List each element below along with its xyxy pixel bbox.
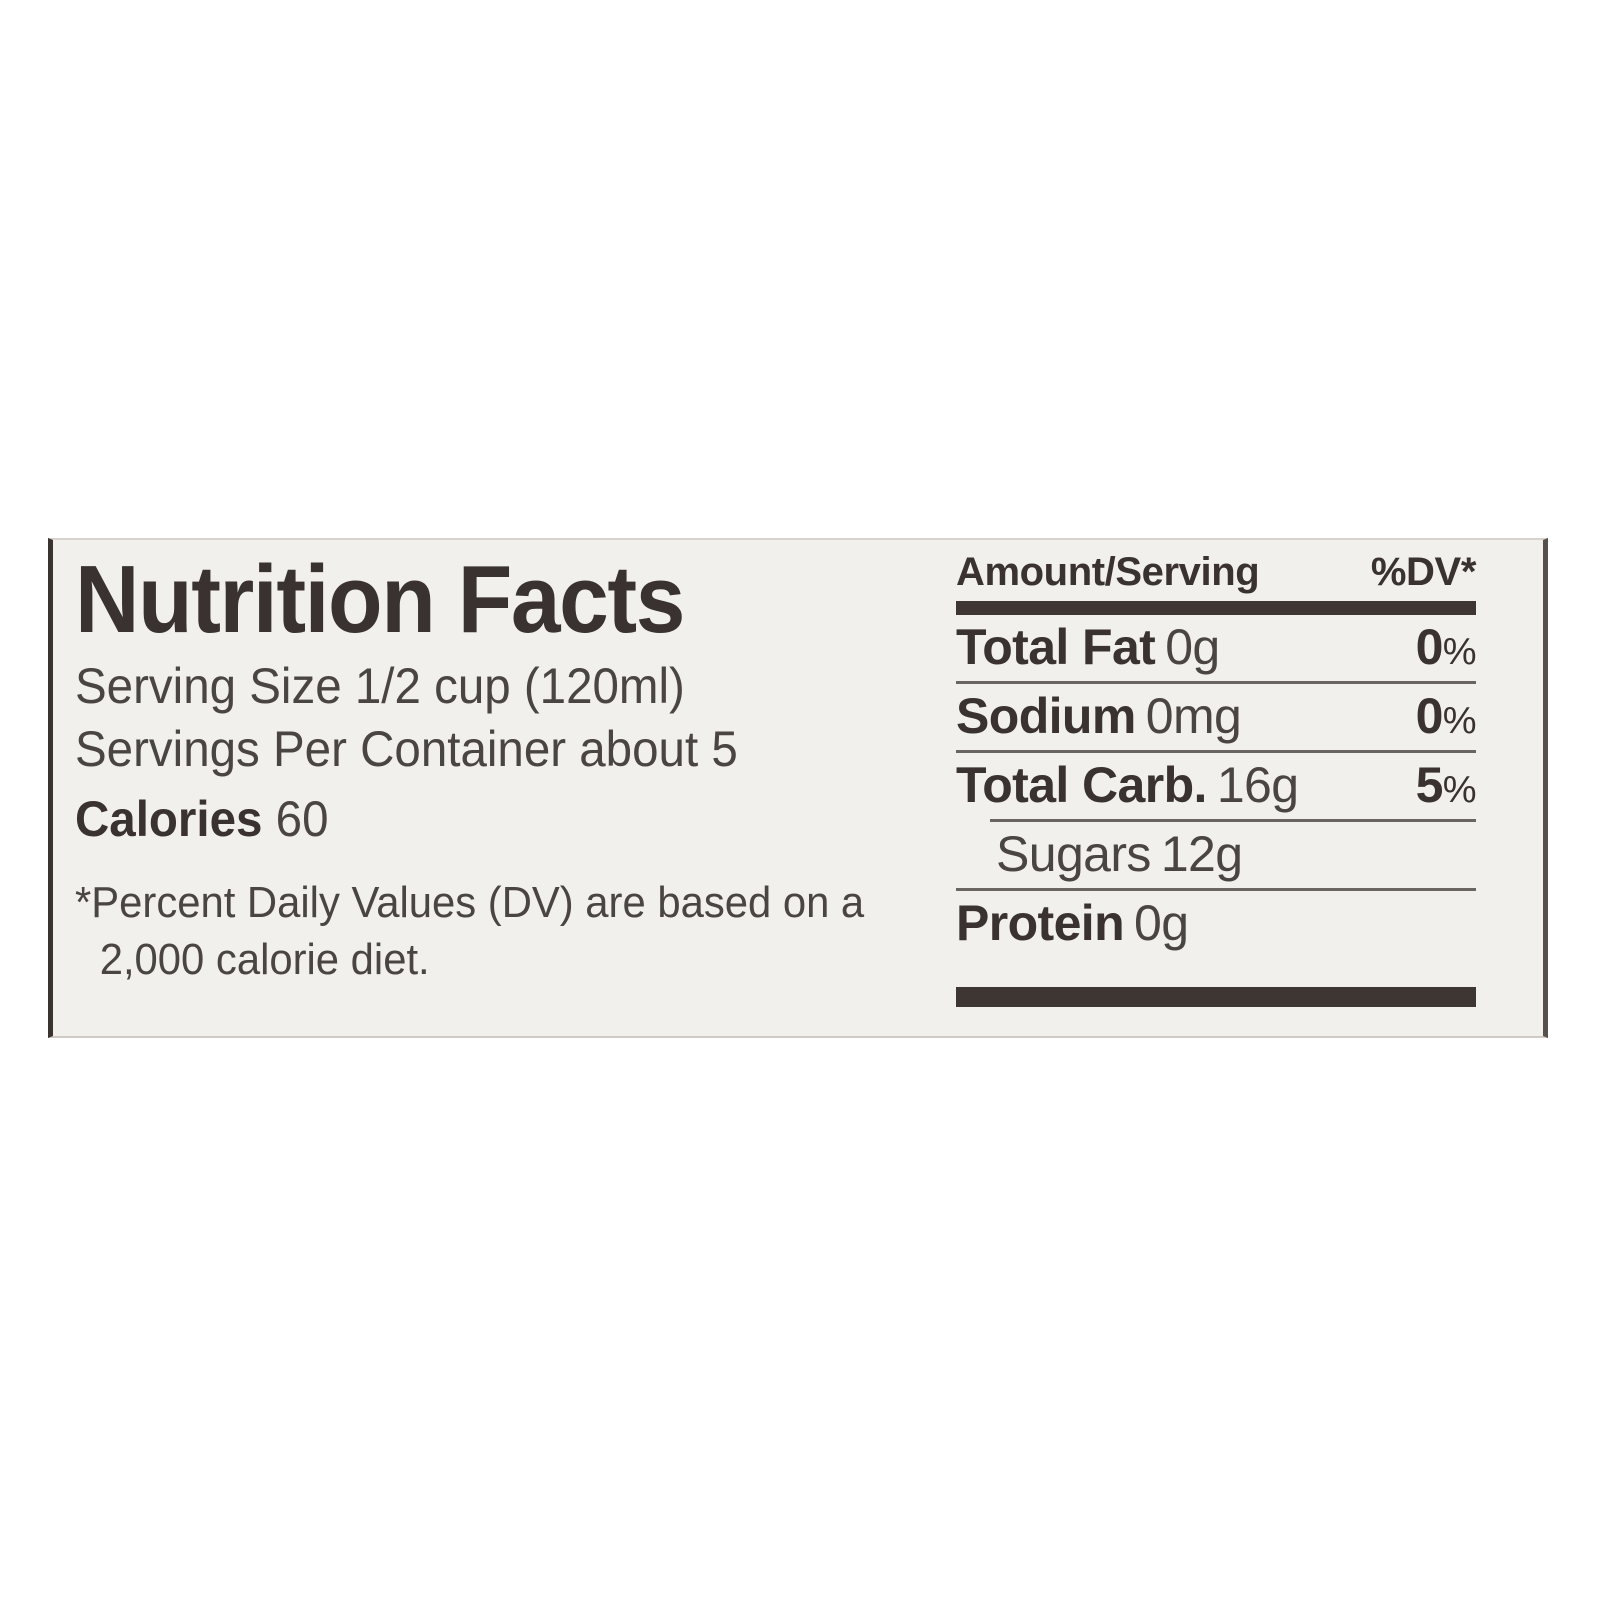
nutrient-dv: 0% [1415,619,1477,675]
nutrition-facts-panel: Nutrition Facts Serving Size 1/2 cup (12… [48,538,1548,1038]
servings-per-container-text: Servings Per Container about 5 [75,721,738,778]
nutrient-table-header: Amount/Serving %DV* [956,550,1476,599]
nutrient-name: Sodium [956,688,1136,744]
nutrient-amount: 0mg [1145,688,1242,744]
footnote-line-1: *Percent Daily Values (DV) are based on … [75,878,865,928]
nutrient-amount: 0g [1165,619,1220,675]
nutrient-amount: 16g [1216,757,1299,813]
nutrient-amount: 0g [1134,895,1189,951]
percent-dv-header: %DV* [1370,550,1477,594]
nutrition-right-column: Amount/Serving %DV* Total Fat 0g 0% Sodi… [938,540,1498,1036]
nutrition-left-column: Nutrition Facts Serving Size 1/2 cup (12… [53,540,938,1036]
table-row: Total Carb. 16g 5% [956,753,1477,819]
row-divider [956,681,1476,684]
nutrient-dv: 5% [1415,757,1477,813]
table-row: Protein 0g [956,891,1476,957]
table-row: Sodium 0mg 0% [956,684,1477,750]
footer-thick-divider [956,987,1476,1007]
row-divider [956,750,1476,753]
row-divider [956,888,1476,891]
nutrient-name: Total Fat [956,619,1156,675]
nutrient-name: Sugars [996,826,1151,882]
row-divider [990,819,1476,822]
calories-row: Calories 60 [75,787,895,852]
daily-value-footnote: *Percent Daily Values (DV) are based on … [75,874,895,988]
calories-label: Calories [75,791,263,848]
nutrient-name: Total Carb. [956,757,1207,813]
nutrient-name: Protein [956,895,1125,951]
nutrient-dv: 0% [1415,688,1477,744]
amount-per-serving-header: Amount/Serving [956,550,1260,594]
calories-value: 60 [275,791,329,848]
table-row: Total Fat 0g 0% [956,615,1477,681]
serving-size-text: Serving Size 1/2 cup (120ml) [75,658,685,715]
header-thick-divider [956,601,1476,615]
nutrient-amount: 12g [1160,826,1243,882]
footnote-line-2: 2,000 calorie diet. [99,935,430,985]
table-row: Sugars 12g [956,822,1476,888]
page-title: Nutrition Facts [75,546,685,653]
